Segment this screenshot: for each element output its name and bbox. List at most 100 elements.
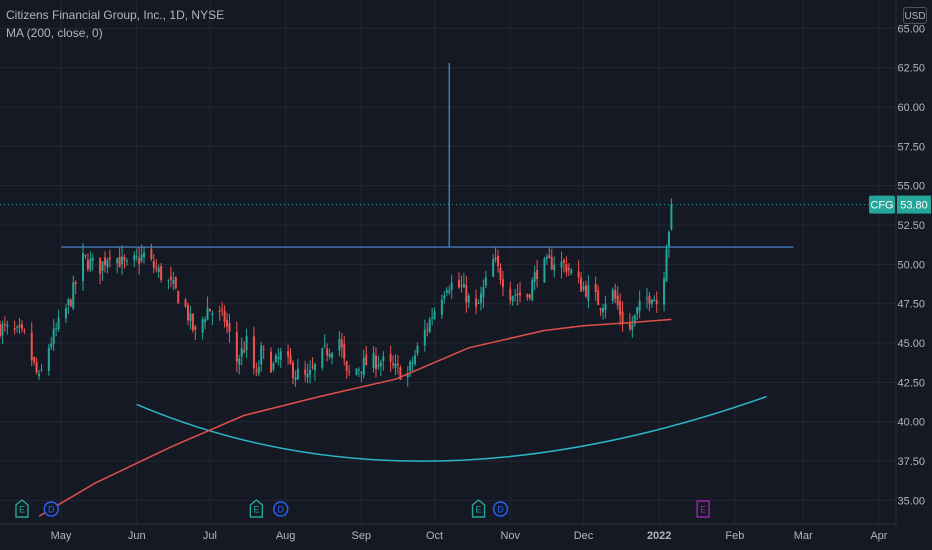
candle-body bbox=[648, 296, 651, 304]
candle-body bbox=[645, 298, 648, 300]
candle-body bbox=[238, 358, 241, 365]
candle-body bbox=[274, 355, 277, 362]
dividend-marker[interactable]: D bbox=[43, 501, 59, 517]
candle-body bbox=[616, 295, 619, 306]
candle-body bbox=[23, 329, 26, 331]
candle-body bbox=[326, 348, 329, 356]
candle-body bbox=[291, 362, 294, 378]
candle-body bbox=[348, 371, 351, 373]
candle-body bbox=[172, 280, 175, 284]
candle-body bbox=[155, 267, 158, 269]
candle-body bbox=[101, 261, 104, 271]
indicator-label[interactable]: MA (200, close, 0) bbox=[6, 26, 103, 40]
candle-body bbox=[509, 288, 512, 300]
earnings-icon bbox=[249, 499, 264, 518]
candle-body bbox=[35, 362, 38, 373]
marker-letter: D bbox=[48, 505, 55, 515]
candle-body bbox=[331, 353, 334, 358]
earnings-marker[interactable]: E bbox=[15, 499, 29, 518]
candle-body bbox=[619, 301, 622, 316]
price-tick-label: 42.50 bbox=[897, 377, 925, 389]
candle-body bbox=[475, 298, 478, 307]
candle-body bbox=[160, 266, 163, 280]
candle-body bbox=[143, 252, 146, 258]
candle-body bbox=[460, 285, 463, 287]
candle-body bbox=[377, 364, 380, 367]
candle-body bbox=[294, 377, 297, 381]
dividend-icon bbox=[492, 501, 509, 517]
candle-body bbox=[550, 257, 553, 270]
drawings[interactable] bbox=[61, 62, 794, 462]
candle-body bbox=[255, 370, 258, 372]
time-tick-label: May bbox=[51, 530, 72, 542]
candle-body bbox=[462, 283, 465, 288]
candle-body bbox=[228, 323, 231, 332]
price-tick-label: 57.50 bbox=[897, 141, 925, 153]
candle-body bbox=[174, 276, 177, 289]
candle-body bbox=[602, 308, 605, 313]
candle-body bbox=[3, 323, 6, 325]
candle-body bbox=[628, 322, 631, 330]
candle-body bbox=[201, 318, 204, 333]
time-tick-label: Feb bbox=[725, 530, 744, 542]
candle-body bbox=[123, 257, 126, 261]
candle-body bbox=[262, 348, 265, 350]
candle-body bbox=[665, 248, 668, 282]
candle-body bbox=[138, 257, 141, 264]
candle-body bbox=[440, 299, 443, 315]
marker-letter: E bbox=[476, 505, 482, 515]
price-tick-label: 52.50 bbox=[897, 220, 925, 232]
candle-body bbox=[372, 353, 375, 368]
symbol-title[interactable]: Citizens Financial Group, Inc., 1D, NYSE bbox=[6, 8, 225, 22]
candle-body bbox=[345, 361, 348, 371]
candle-body bbox=[406, 373, 409, 378]
candle-body bbox=[321, 348, 324, 368]
candle-body bbox=[445, 290, 448, 293]
earnings-icon bbox=[471, 499, 486, 518]
candle-body bbox=[548, 255, 551, 259]
candle-body bbox=[392, 363, 395, 366]
candle-body bbox=[30, 332, 33, 361]
candle-body bbox=[479, 293, 482, 303]
candle-body bbox=[667, 232, 670, 248]
candle-body bbox=[157, 267, 160, 273]
price-tick-label: 55.00 bbox=[897, 181, 925, 193]
earnings-marker[interactable]: E bbox=[249, 499, 264, 518]
candle-body bbox=[204, 319, 207, 323]
candle-body bbox=[362, 357, 365, 376]
candle-body bbox=[519, 292, 522, 296]
candle-body bbox=[482, 287, 485, 297]
candle-body bbox=[189, 313, 192, 321]
earnings-marker[interactable]: E bbox=[471, 499, 486, 518]
currency-button[interactable]: USD bbox=[903, 7, 927, 24]
future-earnings-marker[interactable]: E bbox=[696, 500, 710, 518]
time-tick-label: Oct bbox=[426, 530, 443, 542]
candle-body bbox=[399, 367, 402, 380]
dividend-marker[interactable]: D bbox=[492, 501, 509, 517]
candle-body bbox=[526, 294, 529, 298]
candle-body bbox=[655, 300, 658, 304]
candle-body bbox=[133, 255, 136, 261]
dividend-marker[interactable]: D bbox=[273, 501, 289, 517]
candle-body bbox=[235, 331, 238, 362]
time-axis[interactable]: May Jun Jul Aug Sep Oct Nov Dec 2022 Feb Mar Apr bbox=[51, 530, 888, 542]
ma-200-line bbox=[38, 318, 672, 517]
marker-letter: D bbox=[278, 505, 285, 515]
candle-body bbox=[125, 260, 128, 262]
candle-body bbox=[477, 303, 480, 305]
price-tick-label: 40.00 bbox=[897, 417, 925, 429]
candle-body bbox=[379, 362, 382, 367]
candle-body bbox=[40, 369, 43, 371]
candle-body bbox=[223, 310, 226, 323]
price-axis[interactable]: 35.00 37.50 40.00 42.50 45.00 47.50 50.00 52.50… bbox=[897, 23, 925, 507]
candle-body bbox=[355, 368, 358, 375]
candle-body bbox=[289, 354, 292, 364]
price-tick-label: 62.50 bbox=[897, 63, 925, 75]
candle-body bbox=[374, 355, 377, 370]
candle-body bbox=[218, 310, 221, 312]
candle-body bbox=[311, 366, 314, 368]
candle-body bbox=[118, 257, 121, 268]
